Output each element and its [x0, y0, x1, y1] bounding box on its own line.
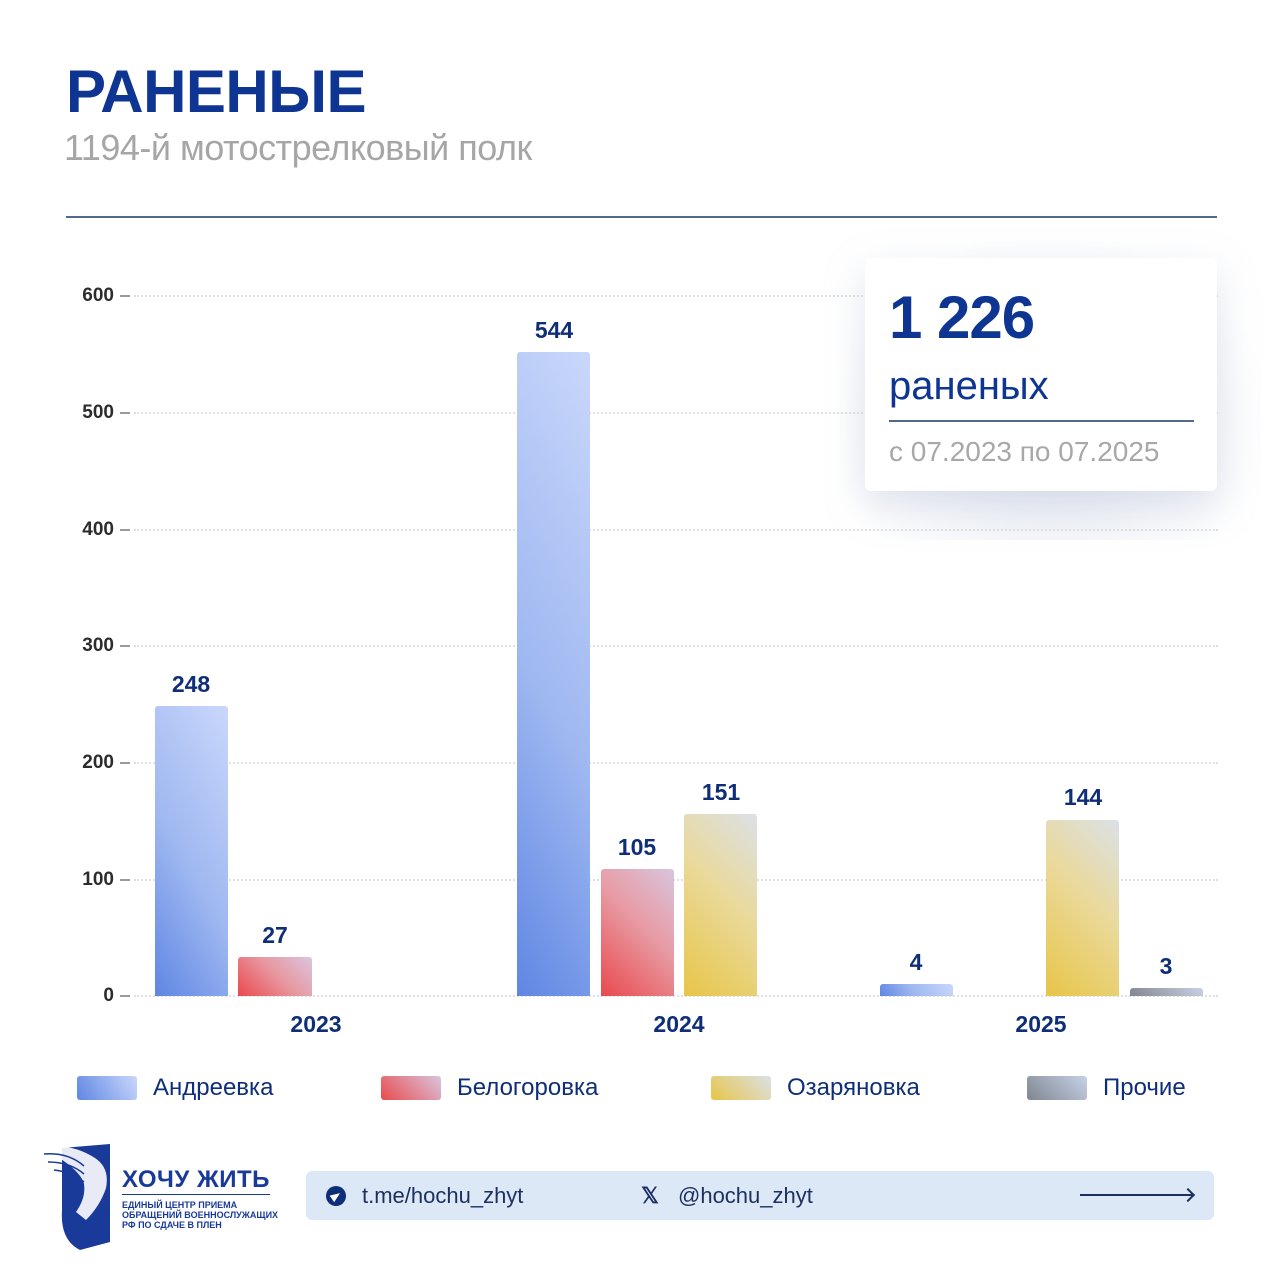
date-range: с 07.2023 по 07.2025 — [889, 436, 1160, 467]
y-tick-mark — [120, 762, 130, 764]
legend-label: Андреевка — [153, 1074, 274, 1101]
bar-ozaryanovka-2024 — [684, 814, 757, 996]
page-title: РАНЕНЫЕ — [66, 58, 367, 125]
bar-andreevka-2024 — [517, 352, 590, 996]
grid-line — [134, 645, 1218, 647]
bar-value-label: 151 — [701, 779, 741, 805]
legend-swatch — [1027, 1076, 1087, 1100]
y-tick-mark — [120, 412, 130, 414]
legend-label: Прочие — [1103, 1074, 1186, 1101]
social-links-bar: t.me/hochu_zhyt 𝕏 @hochu_zhyt — [306, 1171, 1214, 1220]
x-twitter-icon: 𝕏 — [641, 1182, 659, 1208]
bar-andreevka-2023 — [155, 706, 228, 996]
y-tick-mark — [120, 995, 130, 997]
bar-belogorovka-2023 — [238, 957, 312, 996]
arrow-right-icon — [1080, 1194, 1192, 1196]
y-tick-mark — [120, 645, 130, 647]
legend-label: Озаряновка — [787, 1074, 920, 1101]
bar-value-label: 248 — [171, 671, 211, 697]
y-tick-label: 500 — [82, 402, 114, 423]
logo-subtitle-line: ЕДИНЫЙ ЦЕНТР ПРИЕМА — [122, 1200, 238, 1210]
total-number: 1 226 — [889, 284, 1035, 351]
bird-shield-icon — [42, 1144, 110, 1250]
legend-label: Белогоровка — [457, 1074, 599, 1101]
legend-swatch — [381, 1076, 441, 1100]
x-category-label: 2023 — [290, 1011, 342, 1037]
legend-item-other: Прочие — [1027, 1074, 1186, 1102]
bar-value-label: 27 — [262, 922, 288, 948]
page-subtitle: 1194-й мотострелковый полк — [64, 127, 532, 168]
logo-subtitle-line: ОБРАЩЕНИЙ ВОЕННОСЛУЖАЩИХ — [122, 1210, 279, 1220]
y-tick-label: 300 — [82, 635, 114, 656]
grid-line — [134, 762, 1218, 764]
telegram-handle[interactable]: t.me/hochu_zhyt — [362, 1182, 524, 1208]
bar-ozaryanovka-2025 — [1046, 820, 1119, 996]
total-stat-card: 1 226 раненых с 07.2023 по 07.2025 — [865, 258, 1217, 491]
logo-subtitle-line: РФ ПО СДАЧЕ В ПЛЕН — [122, 1220, 222, 1230]
bar-value-label: 3 — [1159, 953, 1173, 979]
legend-swatch — [77, 1076, 137, 1100]
logo-divider — [122, 1194, 270, 1195]
bar-value-label: 4 — [909, 949, 923, 975]
y-tick-label: 0 — [103, 985, 114, 1006]
y-tick-mark — [120, 529, 130, 531]
x-category-label: 2024 — [653, 1011, 705, 1037]
x-category-label: 2025 — [1015, 1011, 1067, 1037]
y-tick-label: 100 — [82, 869, 114, 890]
logo-title: ХОЧУ ЖИТЬ — [122, 1166, 270, 1193]
bar-belogorovka-2024 — [601, 869, 674, 996]
bar-value-label: 544 — [534, 317, 574, 343]
bar-andreevka-2025 — [880, 984, 953, 996]
legend-item-andreevka: Андреевка — [77, 1074, 273, 1102]
x-link[interactable]: 𝕏 @hochu_zhyt — [640, 1171, 813, 1220]
bar-other-2025 — [1130, 988, 1203, 996]
y-tick-mark — [120, 879, 130, 881]
telegram-link[interactable]: t.me/hochu_zhyt — [326, 1171, 523, 1220]
legend-item-ozaryanovka: Озаряновка — [711, 1074, 920, 1102]
stat-divider — [889, 420, 1194, 422]
x-handle[interactable]: @hochu_zhyt — [678, 1182, 813, 1208]
bar-value-label: 144 — [1063, 784, 1103, 810]
bar-value-label: 105 — [617, 834, 657, 860]
legend-item-belogorovka: Белогоровка — [381, 1074, 598, 1102]
telegram-icon — [326, 1185, 346, 1206]
y-tick-label: 200 — [82, 752, 114, 773]
header-divider — [66, 216, 1217, 218]
y-tick-mark — [120, 295, 130, 297]
legend-swatch — [711, 1076, 771, 1100]
hochu-zhyt-logo: ХОЧУ ЖИТЬ ЕДИНЫЙ ЦЕНТР ПРИЕМА ОБРАЩЕНИЙ … — [40, 1140, 280, 1250]
total-unit: раненых — [889, 364, 1049, 408]
y-tick-label: 600 — [82, 285, 114, 306]
y-tick-label: 400 — [82, 519, 114, 540]
